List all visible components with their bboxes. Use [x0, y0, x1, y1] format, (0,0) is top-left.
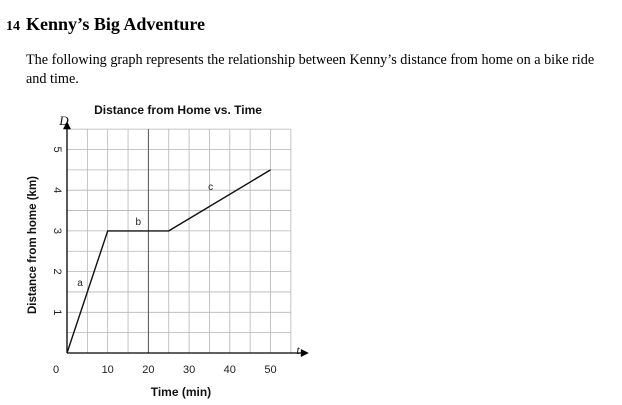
- chart-labels: a b c Distance from Home vs. Time Time (min)…: [27, 103, 300, 399]
- question-number: 14: [6, 19, 20, 34]
- y-axis-label: Distance from home (km): [27, 176, 39, 314]
- question-heading: 14 Kenny’s Big Adventure: [6, 14, 205, 35]
- chart-title: Distance from Home vs. Time: [94, 103, 262, 117]
- x-axis-arrow: [300, 349, 309, 357]
- y-tick-label: 2: [51, 269, 63, 275]
- x-tick-label: 40: [224, 364, 236, 376]
- chart-grid: [67, 128, 292, 353]
- chart-series: [66, 169, 271, 354]
- question-title: Kenny’s Big Adventure: [26, 14, 206, 34]
- segment-label-c: c: [208, 182, 213, 193]
- segment-label-a: a: [77, 278, 83, 289]
- x-tick-label: 10: [102, 364, 114, 376]
- y-tick-label: 1: [51, 309, 63, 315]
- segment-label-b: b: [135, 217, 141, 228]
- x-axis-letter: t: [296, 343, 300, 357]
- x-tick-label: 20: [142, 364, 154, 376]
- x-tick-label: 50: [264, 364, 276, 376]
- y-axis-letter: D: [58, 113, 69, 128]
- series-line: [66, 169, 271, 354]
- question-text: The following graph represents the relat…: [26, 52, 595, 87]
- x-tick-label: 30: [183, 364, 195, 376]
- y-tick-label: 5: [51, 146, 63, 152]
- origin-label: 0: [53, 364, 59, 376]
- y-tick-label: 3: [51, 228, 63, 234]
- y-tick-label: 4: [51, 187, 63, 193]
- y-axis-arrow: [63, 121, 71, 130]
- x-axis-label: Time (min): [151, 385, 211, 399]
- chart-axes: [63, 121, 309, 357]
